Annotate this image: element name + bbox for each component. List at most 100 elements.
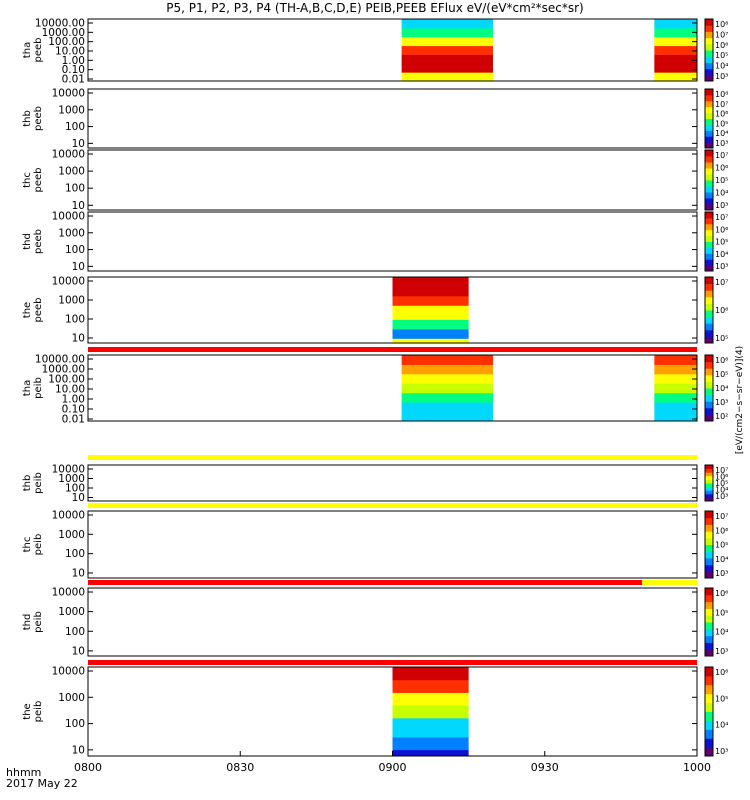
- panel-name-label: thb: [22, 475, 33, 492]
- colorbar-tick-label: 10⁴: [715, 628, 728, 637]
- y-tick-label: 10000: [52, 587, 85, 599]
- spectrogram-cell: [401, 402, 493, 408]
- y-tick-label: 100: [65, 483, 85, 495]
- colorbar-segment: [705, 296, 713, 304]
- colorbar-tick-label: 10⁶: [715, 668, 728, 677]
- colorbar-tick-label: 10⁴: [715, 189, 728, 198]
- colorbar-segment: [705, 43, 713, 51]
- colorbar-segment: [705, 472, 713, 477]
- colorbar-tick-label: 10²: [715, 412, 728, 421]
- panel-name-label: peib: [33, 472, 44, 494]
- colorbar-segment: [705, 675, 713, 686]
- spectrogram-cell: [401, 359, 493, 365]
- spectrogram-block: [401, 19, 493, 82]
- spectrogram-cell: [654, 355, 697, 361]
- spectrogram-cell: [654, 32, 697, 38]
- colorbar-segment: [705, 628, 713, 637]
- spectrogram-block: [392, 277, 469, 344]
- y-tick-label: 1000: [58, 295, 85, 307]
- colorbar-segment: [705, 381, 713, 389]
- spectrogram-cell: [654, 378, 697, 384]
- panel-the-peeb: 10000 1000 100 10 the peeb 10⁷ 10⁶ 10⁵: [22, 276, 728, 352]
- colorbar-segment: [705, 684, 713, 695]
- colorbar-tick-label: 10⁵: [715, 370, 728, 379]
- colorbar-tick-label: 10⁴: [715, 721, 728, 730]
- colorbar-segment: [705, 729, 713, 739]
- y-tick-label: 0.01: [62, 414, 85, 426]
- colorbar-segment: [705, 401, 713, 409]
- panel-name-label: tha: [22, 380, 33, 396]
- x-tick-label: 0800: [74, 761, 102, 774]
- spectrogram-cell: [401, 364, 493, 370]
- colorbar-segment: [705, 564, 713, 572]
- colorbar-segment: [705, 493, 713, 498]
- mode-bar-segment: [642, 580, 697, 585]
- colorbar-tick-label: 10⁵: [715, 238, 728, 247]
- spectrogram-cell: [654, 45, 697, 51]
- y-tick-label: 10000: [52, 666, 85, 678]
- y-tick-label: 10: [72, 645, 85, 657]
- colorbar-segment: [705, 465, 713, 470]
- colorbar-segment: [705, 468, 713, 473]
- colorbar-tick-label: 10⁴: [715, 555, 728, 564]
- colorbar-segment: [705, 168, 713, 175]
- colorbar-tick-label: 10⁴: [715, 384, 728, 393]
- panel-frame: [87, 510, 698, 579]
- colorbar-segment: [705, 198, 713, 205]
- panel-frame: [87, 587, 698, 657]
- colorbar-segment: [705, 414, 713, 422]
- spectrogram-cell: [392, 310, 469, 316]
- spectrogram-cell: [654, 76, 697, 82]
- colorbar: 10⁶ 10⁵ 10⁴ 10³: [704, 587, 728, 657]
- panel-name-label: thc: [22, 537, 33, 553]
- colorbar-segment: [705, 329, 713, 337]
- y-tick-label: 100: [65, 718, 85, 730]
- colorbar-segment: [705, 571, 713, 579]
- colorbar-segment: [705, 142, 713, 149]
- colorbar-tick-label: 10⁵: [715, 176, 728, 185]
- colorbar-segment: [705, 557, 713, 566]
- spectrogram-cell: [392, 314, 469, 320]
- spectrogram-cell: [392, 705, 469, 712]
- spectrogram-cell: [401, 383, 493, 389]
- spectrogram-cell: [392, 724, 469, 732]
- colorbar-frame: [704, 587, 714, 657]
- colorbar-tick-label: 10⁶: [715, 225, 728, 234]
- colorbar-segment: [705, 106, 713, 114]
- y-tick-label: 1000: [58, 692, 85, 704]
- y-tick-label: 1.00: [62, 394, 85, 406]
- colorbar-tick-label: 10⁷: [715, 466, 728, 475]
- spectrogram-cell: [654, 27, 697, 33]
- panel-name-label: peeb: [33, 168, 44, 193]
- spectrogram-cell: [392, 305, 469, 311]
- colorbar-segment: [705, 89, 713, 96]
- spectrogram-cell: [401, 36, 493, 42]
- spectrogram-cell: [392, 333, 469, 339]
- colorbar-frame: [704, 149, 714, 211]
- y-tick-label: 100: [65, 244, 85, 256]
- colorbar-segment: [705, 186, 713, 193]
- colorbar-segment: [705, 368, 713, 376]
- colorbar-segment: [705, 31, 713, 39]
- spectrogram-cell: [401, 355, 493, 361]
- panel-name-label: peeb: [33, 106, 44, 131]
- panel-thc-peeb: 10000 1000 100 10 thc peeb 10⁷ 10⁶ 10⁵ 10⁴ 10³: [22, 149, 728, 212]
- y-tick-label: 1000.00: [42, 364, 85, 376]
- colorbar-segment: [705, 622, 713, 630]
- spectrogram-cell: [654, 411, 697, 417]
- panel-name-label: thd: [22, 233, 33, 250]
- colorbar-segment: [705, 531, 713, 539]
- colorbar-segment: [705, 720, 713, 730]
- y-tick-label: 10000.00: [35, 18, 85, 30]
- colorbar-segment: [705, 355, 713, 363]
- panel-the-peib: 10000 1000 100 10 the peib 10⁶ 10⁵ 10⁴ 10³: [22, 666, 728, 757]
- colorbar-tick-label: 10³: [715, 747, 728, 756]
- colorbar-segment: [705, 25, 713, 32]
- spectrogram-cell: [392, 338, 469, 344]
- colorbar-segment: [705, 594, 713, 603]
- colorbar: 10⁷ 10⁶ 10⁵: [704, 276, 728, 344]
- colorbar-segment: [705, 711, 713, 721]
- panel-frame: [87, 464, 698, 502]
- colorbar-segment: [705, 229, 713, 237]
